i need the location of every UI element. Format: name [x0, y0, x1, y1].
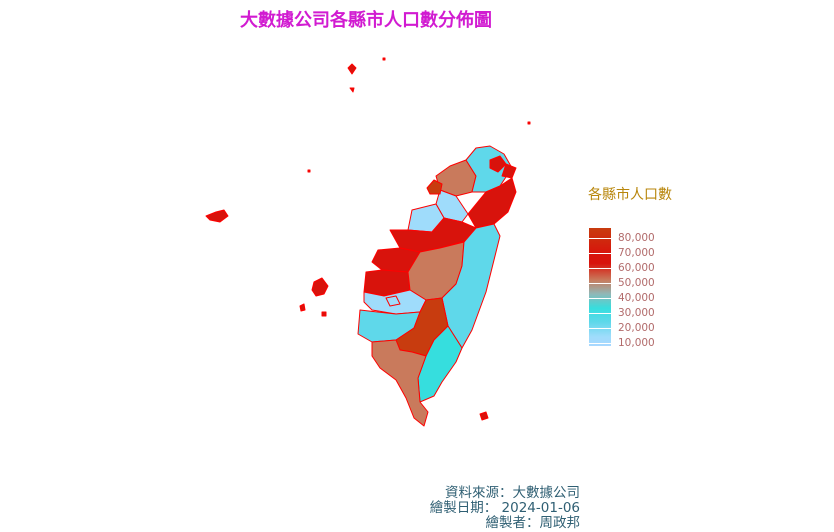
region-kinmen [205, 209, 229, 223]
region-matsu-islet [349, 87, 355, 93]
region-matsu [347, 63, 357, 75]
population-legend: 各縣市人口數 80,000 70,000 60,000 50,000 40,00… [588, 184, 672, 349]
legend-tick [589, 268, 611, 269]
caption-source: 資料來源：大數據公司 [445, 485, 580, 501]
legend-tick [589, 343, 611, 344]
region-taipei [489, 155, 507, 173]
region-pingtung [371, 339, 429, 427]
legend-label-30000: 30,000 [618, 307, 655, 319]
region-taitung [417, 325, 463, 403]
caption-author: 繪製者：周政邦 [485, 515, 581, 531]
region-islet-west [307, 169, 311, 173]
region-penghu-islet [299, 303, 306, 312]
legend-color-bar [589, 228, 611, 346]
region-hsinchu-city [426, 179, 443, 195]
legend-label-80000: 80,000 [618, 232, 655, 244]
legend-title: 各縣市人口數 [588, 187, 672, 203]
region-penghu [311, 277, 329, 297]
legend-tick [589, 253, 611, 254]
legend-label-50000: 50,000 [618, 277, 655, 289]
legend-label-20000: 20,000 [618, 322, 655, 334]
region-islet-ryukyu [382, 57, 386, 61]
legend-label-70000: 70,000 [618, 247, 655, 259]
region-penghu-islet-2 [321, 311, 327, 317]
region-green-island [479, 411, 489, 421]
region-islet-north [527, 121, 531, 125]
caption-date: 繪製日期： 2024-01-06 [429, 500, 580, 516]
legend-body: 80,000 70,000 60,000 50,000 40,000 30,00… [588, 208, 672, 349]
legend-label-40000: 40,000 [618, 292, 655, 304]
legend-tick [589, 328, 611, 329]
legend-tick [589, 283, 611, 284]
legend-tick [589, 313, 611, 314]
legend-tick [589, 298, 611, 299]
map-caption: 資料來源：大數據公司 繪製日期： 2024-01-06 繪製者：周政邦 [430, 486, 580, 531]
legend-label-60000: 60,000 [618, 262, 655, 274]
legend-tick [589, 238, 611, 239]
region-chiayi-city [385, 295, 401, 307]
legend-label-10000: 10,000 [618, 337, 655, 349]
map-title: 大數據公司各縣市人口數分佈圖 [240, 10, 492, 31]
